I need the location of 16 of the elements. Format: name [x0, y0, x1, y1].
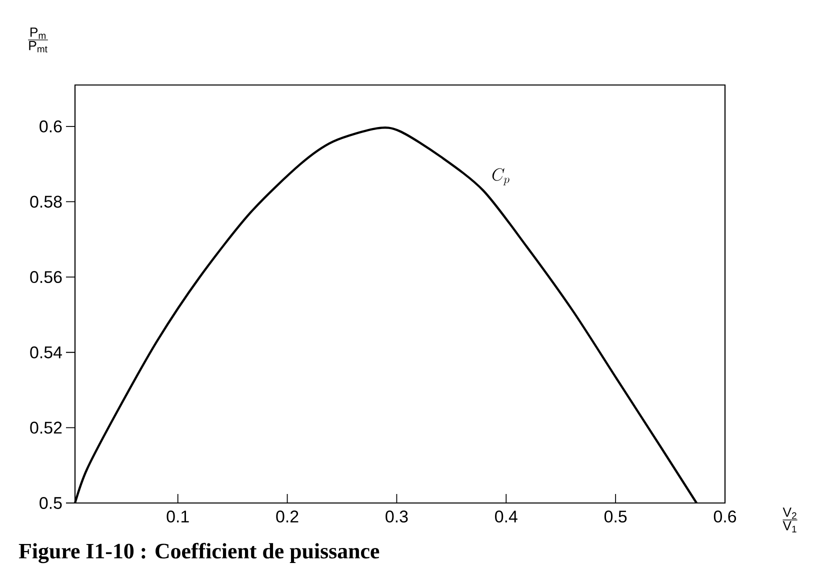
y-tick-label: 0.6 [40, 120, 62, 132]
y-tick-label: 0.52 [30, 422, 62, 434]
x-tick-label: 0.1 [166, 510, 189, 523]
text: Figure I1-10 : Coefficient de puissance [18, 542, 380, 564]
x-axis-title: $\frac{\mathrm{V_2}}{\mathrm{V_1}}$ [782, 508, 798, 532]
annotation: $C_p$ [492, 168, 510, 186]
y-tick-label: 0.54 [30, 346, 62, 358]
x-tick-label: 0.3 [386, 510, 408, 523]
y-tick-label: 0.5 [40, 497, 62, 509]
x-tick-label: 0.2 [276, 510, 298, 523]
y-tick-label: 0.58 [30, 196, 62, 208]
y-axis-title: $\frac{\mathrm{P_m}}{\mathrm{P_{mt}}}$ [28, 28, 48, 52]
x-tick-label: 0.5 [604, 510, 627, 523]
x-tick-label: 0.6 [714, 510, 736, 523]
y-tick-label: 0.56 [30, 271, 62, 284]
x-tick-label: 0.4 [495, 510, 518, 523]
